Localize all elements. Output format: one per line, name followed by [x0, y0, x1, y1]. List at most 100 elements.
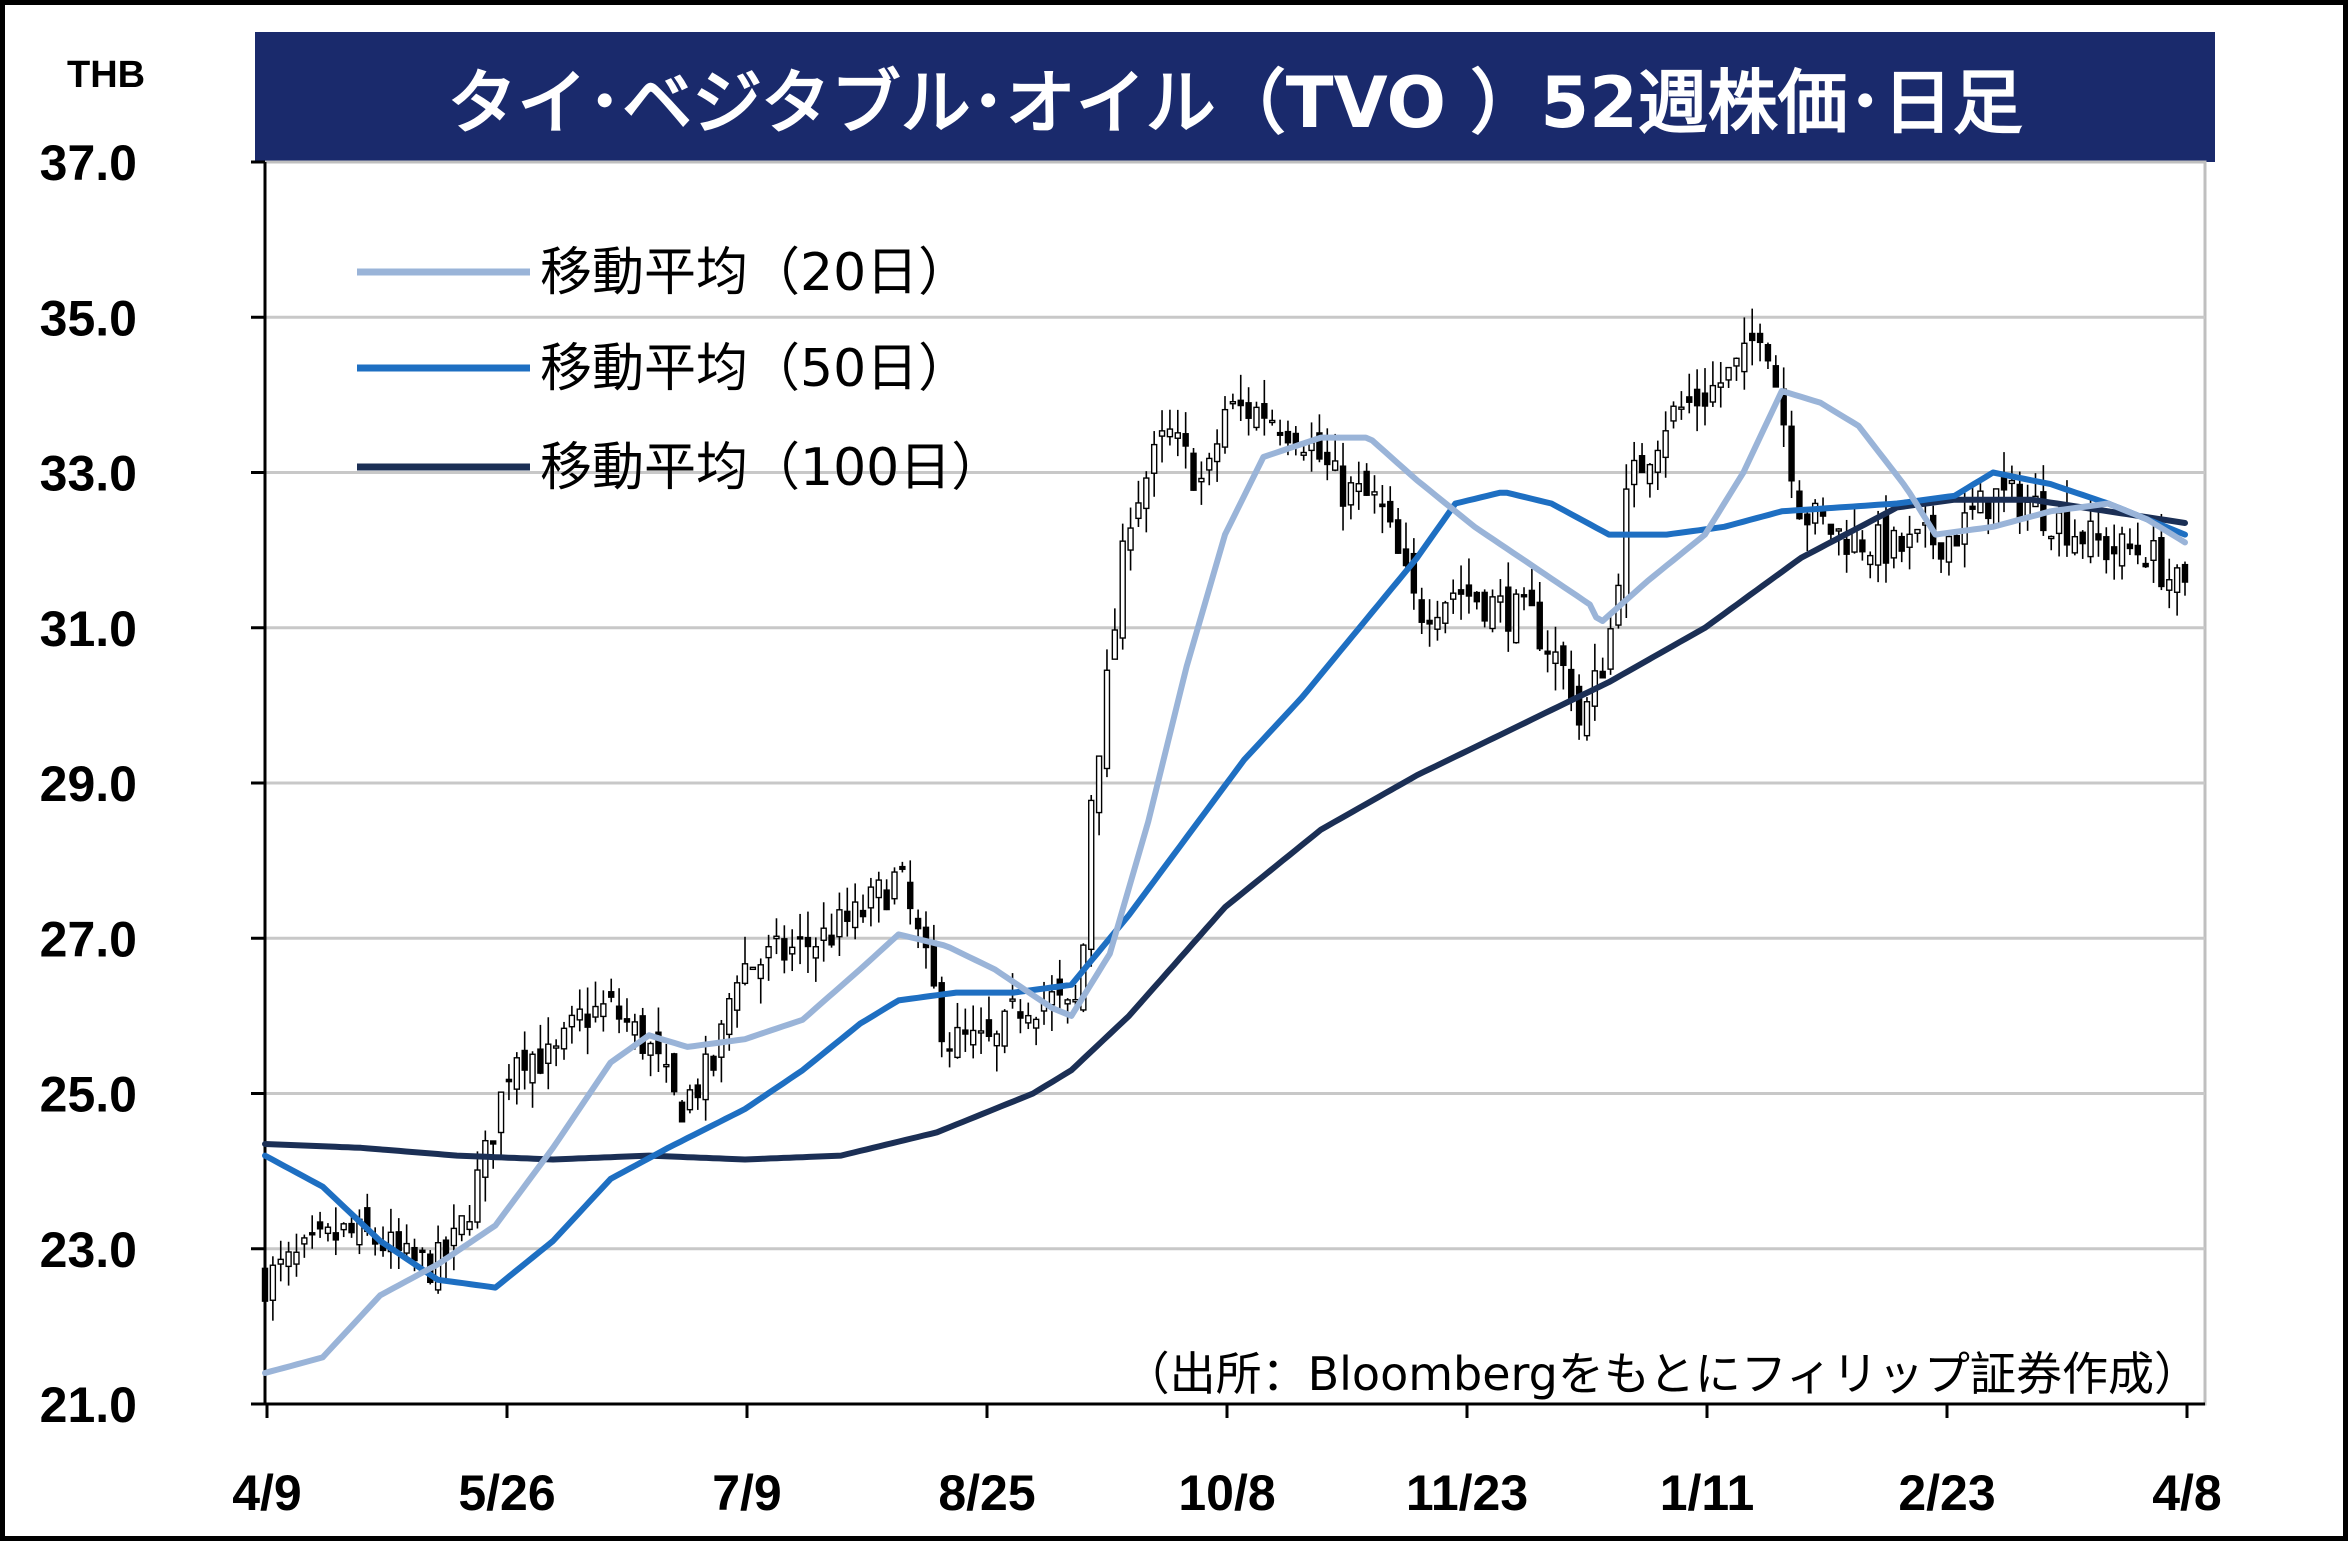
- candle-body: [1402, 548, 1410, 567]
- candle-body: [993, 1033, 1001, 1047]
- candle-body: [1953, 535, 1961, 547]
- candle-body: [1048, 991, 1056, 1006]
- candle-body: [1599, 670, 1606, 679]
- candle-body: [1355, 483, 1362, 493]
- candle-body: [1560, 645, 1567, 667]
- candle-body: [1843, 538, 1850, 555]
- candle-body: [1379, 503, 1386, 508]
- candle-body: [513, 1057, 521, 1090]
- candle-body: [1143, 477, 1150, 510]
- candle-body: [592, 1005, 599, 1018]
- candle-body: [1583, 701, 1591, 737]
- candle-body: [1473, 591, 1481, 603]
- candle-body: [883, 889, 890, 911]
- candle-body: [1135, 502, 1142, 520]
- candle-body: [1835, 528, 1842, 532]
- candle-body: [2008, 479, 2016, 485]
- candle-body: [1898, 535, 1905, 552]
- y-tick-label: 37.0: [40, 135, 137, 191]
- candle-body: [1009, 998, 1016, 1002]
- candle-body: [1347, 482, 1355, 506]
- legend-label-ma50: 移動平均（50日）: [540, 339, 970, 399]
- x-tick-label: 10/8: [1178, 1465, 1275, 1521]
- candle-body: [1418, 599, 1425, 623]
- candle-body: [1686, 396, 1693, 403]
- candle-body: [285, 1251, 292, 1268]
- chart-title: タイ･ベジタブル･オイル（TVO ）52週株価･日足: [447, 62, 2023, 144]
- candle-body: [875, 879, 882, 899]
- candle-body: [804, 936, 812, 948]
- candle-body: [2048, 535, 2055, 540]
- candle-body: [560, 1027, 568, 1050]
- candle-body: [773, 935, 780, 940]
- candle-body: [545, 1043, 552, 1065]
- candle-body: [1756, 332, 1764, 344]
- candle-body: [568, 1014, 576, 1028]
- candle-body: [1213, 443, 1221, 463]
- moving-average-lines: [262, 388, 2188, 1376]
- candle-body: [836, 909, 843, 938]
- y-unit-label: THB: [67, 54, 145, 96]
- candle-body: [694, 1084, 701, 1099]
- candle-body: [1465, 584, 1473, 597]
- candle-body: [615, 1005, 623, 1020]
- candle-body: [623, 1018, 631, 1023]
- candle-body: [2118, 533, 2126, 567]
- candle-body: [1717, 382, 1724, 388]
- candle-body: [749, 966, 757, 971]
- candle-body: [655, 1031, 662, 1055]
- candle-body: [1300, 451, 1307, 456]
- candle-body: [765, 946, 772, 959]
- candle-body: [1914, 528, 1921, 534]
- candle-body: [1992, 488, 2000, 528]
- candle-body: [781, 938, 788, 961]
- candle-body: [1827, 523, 1835, 535]
- candle-body: [796, 936, 804, 940]
- candle-body: [2110, 546, 2118, 555]
- candle-body: [678, 1101, 686, 1123]
- candle-body: [521, 1049, 528, 1071]
- candle-body: [1851, 530, 1858, 553]
- candle-body: [2150, 540, 2157, 562]
- candle-body: [1331, 460, 1339, 471]
- candle-body: [2087, 520, 2094, 558]
- candle-body: [1088, 799, 1095, 951]
- candle-body: [1410, 552, 1418, 594]
- candle-body: [663, 1063, 670, 1068]
- candle-body: [1324, 451, 1331, 466]
- y-tick-label: 31.0: [40, 601, 137, 657]
- candle-body: [710, 1055, 717, 1071]
- candle-body: [977, 1030, 985, 1034]
- candle-body: [1804, 513, 1811, 526]
- candle-body: [741, 963, 749, 985]
- ma50-line: [262, 469, 2188, 1291]
- candle-body: [1489, 596, 1496, 630]
- candle-body: [2055, 512, 2063, 535]
- candle-body: [1505, 586, 1512, 632]
- candle-body: [1363, 470, 1370, 496]
- candle-body: [1985, 501, 1992, 520]
- candle-body: [1497, 595, 1504, 603]
- candle-body: [1575, 685, 1583, 726]
- y-tick-label: 21.0: [40, 1377, 137, 1433]
- candle-body: [1198, 477, 1205, 483]
- legend-label-ma20: 移動平均（20日）: [540, 243, 970, 303]
- candle-body: [411, 1246, 418, 1262]
- candle-body: [1693, 388, 1701, 407]
- y-tick-label: 35.0: [40, 290, 137, 346]
- candle-body: [489, 1140, 497, 1145]
- candle-body: [1662, 430, 1669, 459]
- candle-body: [1206, 457, 1213, 471]
- y-tick-label: 33.0: [40, 446, 137, 502]
- candle-body: [1638, 455, 1646, 474]
- candle-body: [1339, 465, 1347, 507]
- candle-body: [1646, 463, 1654, 485]
- candle-body: [324, 1226, 332, 1235]
- x-tick-label: 4/8: [2152, 1465, 2222, 1521]
- legend: 移動平均（20日） 移動平均（50日） 移動平均（100日）: [357, 243, 1003, 498]
- candle-body: [2166, 579, 2173, 591]
- candle-body: [1221, 408, 1229, 448]
- candle-body: [1670, 405, 1677, 422]
- candle-body: [812, 946, 820, 959]
- candle-body: [1937, 542, 1945, 560]
